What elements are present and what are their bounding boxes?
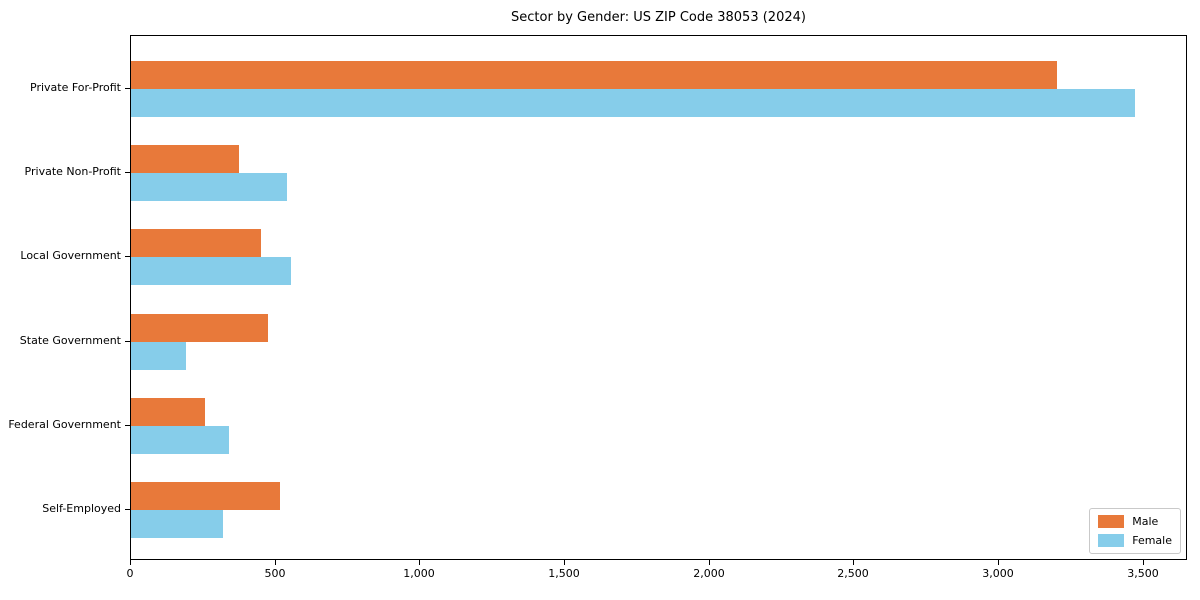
legend-label: Male	[1132, 515, 1159, 528]
y-tick-mark	[125, 172, 130, 173]
bar-male	[131, 60, 1057, 89]
y-tick-mark	[125, 509, 130, 511]
bar-female	[131, 425, 229, 454]
x-tick-label: 2,000	[693, 567, 725, 580]
x-tick-mark	[275, 560, 276, 565]
bar-female	[131, 173, 287, 201]
x-tick-label: 1,000	[403, 567, 435, 580]
category-label: Self-Employed	[42, 502, 121, 516]
bar-female	[131, 510, 223, 539]
plot-area: Male Female	[130, 35, 1187, 560]
legend-item: Female	[1098, 534, 1172, 547]
x-tick-mark	[1143, 560, 1144, 565]
category-label: Private Non-Profit	[24, 165, 121, 178]
y-tick-mark	[125, 340, 130, 342]
bar-male	[131, 482, 280, 511]
y-tick-mark	[125, 256, 130, 258]
legend: Male Female	[1089, 508, 1181, 554]
bar-male	[131, 397, 205, 426]
bar-male	[131, 229, 261, 258]
bar-male	[131, 145, 239, 173]
x-tick-label: 3,500	[1127, 567, 1159, 580]
legend-swatch-male	[1098, 515, 1125, 528]
legend-item: Male	[1098, 515, 1172, 528]
x-tick-label: 2,500	[837, 567, 869, 580]
bar-female	[131, 341, 186, 370]
x-tick-label: 3,000	[982, 567, 1014, 580]
bar-female	[131, 257, 291, 286]
x-tick-mark	[998, 560, 999, 565]
legend-label: Female	[1132, 534, 1172, 547]
y-tick-mark	[125, 424, 130, 426]
category-label: Federal Government	[8, 417, 121, 431]
x-tick-label: 1,500	[548, 567, 580, 580]
x-tick-mark	[709, 560, 710, 565]
x-tick-mark	[853, 560, 854, 565]
x-tick-mark	[130, 560, 131, 565]
x-tick-mark	[419, 560, 420, 565]
bar-female	[131, 88, 1135, 117]
x-tick-mark	[564, 560, 565, 565]
category-label: State Government	[19, 333, 121, 347]
x-tick-label: 500	[264, 567, 286, 580]
category-label: Private For-Profit	[30, 80, 121, 94]
bar-male	[131, 313, 268, 342]
y-tick-mark	[125, 87, 130, 89]
chart-title: Sector by Gender: US ZIP Code 38053 (202…	[511, 10, 806, 25]
legend-swatch-female	[1098, 534, 1125, 547]
x-tick-label: 0	[126, 567, 134, 580]
category-label: Local Government	[20, 249, 121, 263]
